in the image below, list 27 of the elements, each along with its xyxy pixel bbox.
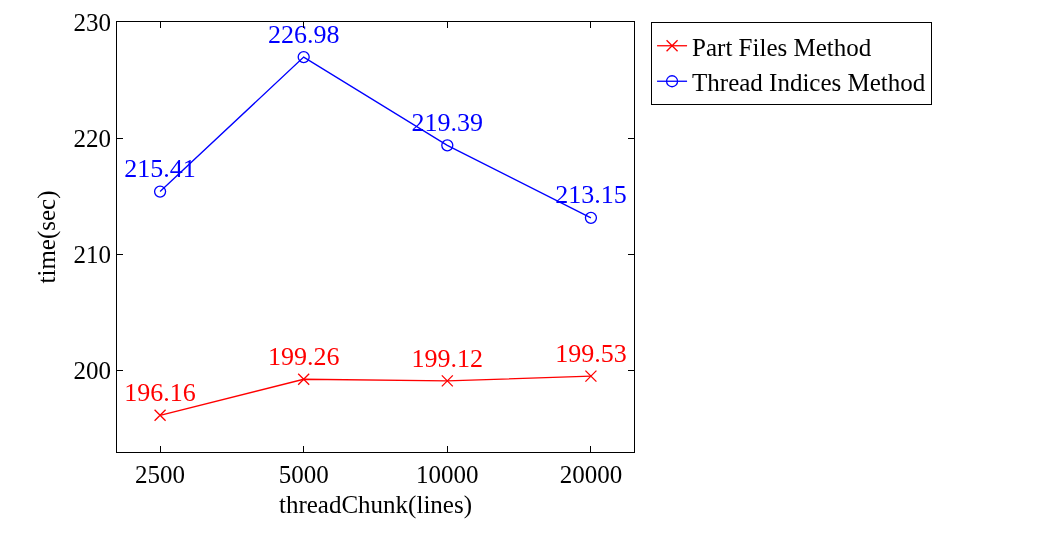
data-label: 213.15: [555, 180, 627, 210]
x-tick-label: 5000: [278, 461, 329, 488]
data-label: 219.39: [411, 107, 484, 137]
data-label: 226.98: [267, 19, 340, 49]
legend-label: Part Files Method: [692, 33, 872, 61]
point: [297, 373, 310, 386]
y-tick-label: 210: [73, 241, 111, 269]
point: [584, 369, 598, 383]
x-tick-label: 10000: [416, 461, 479, 488]
x-tick-label: 20000: [559, 461, 623, 488]
y-tick-label: 200: [73, 357, 111, 385]
data-label: 199.12: [411, 343, 484, 373]
point: [584, 211, 598, 224]
legend-label: Thread Indices Method: [692, 69, 926, 96]
point: [297, 50, 310, 64]
y-axis-title: time(sec): [33, 190, 62, 284]
y-tick-label: 220: [73, 124, 111, 152]
x-axis-title: threadChunk(lines): [278, 491, 473, 519]
x-tick-label: 2500: [135, 461, 186, 488]
data-label: 199.26: [267, 341, 340, 371]
y-tick-label: 230: [73, 8, 111, 36]
data-label: 199.53: [555, 338, 627, 368]
point: [441, 374, 454, 388]
point: [441, 139, 454, 152]
point: [153, 409, 167, 422]
point: [153, 185, 167, 198]
data-label: 196.16: [124, 377, 196, 407]
